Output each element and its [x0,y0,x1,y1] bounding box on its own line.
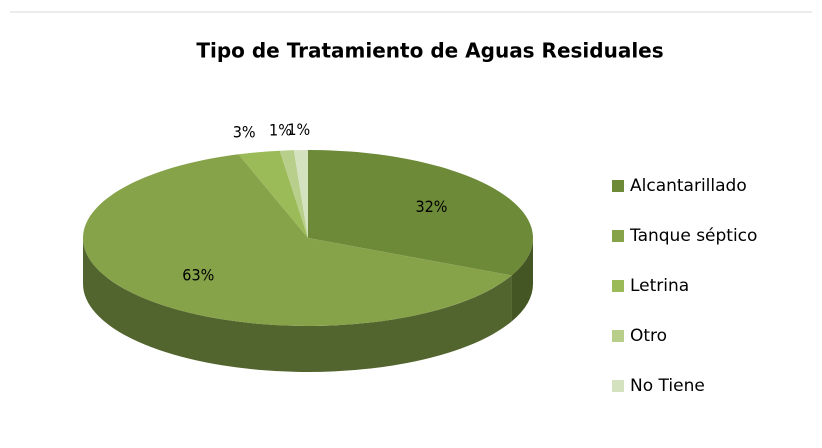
legend-swatch [612,230,624,242]
legend-label: Otro [630,326,667,346]
slice-side [83,238,512,372]
data-label: 3% [233,123,256,142]
slice [308,150,533,276]
legend-label: Letrina [630,276,689,296]
slice [293,150,308,238]
legend-label: Alcantarillado [630,176,747,196]
slice [279,150,308,238]
slice [238,150,308,238]
data-label: 63% [182,265,214,284]
slice [82,154,512,326]
legend-swatch [612,380,624,392]
legend-label: Tanque séptico [629,226,757,246]
data-label: 1% [287,120,310,139]
legend-swatch [612,180,624,192]
chart-title: Tipo de Tratamiento de Aguas Residuales [196,39,663,63]
data-label: 32% [415,197,447,216]
legend-swatch [612,280,624,292]
data-label: 1% [269,121,292,140]
slice-side [511,238,533,322]
legend-label: No Tiene [630,376,705,396]
legend-swatch [612,330,624,342]
